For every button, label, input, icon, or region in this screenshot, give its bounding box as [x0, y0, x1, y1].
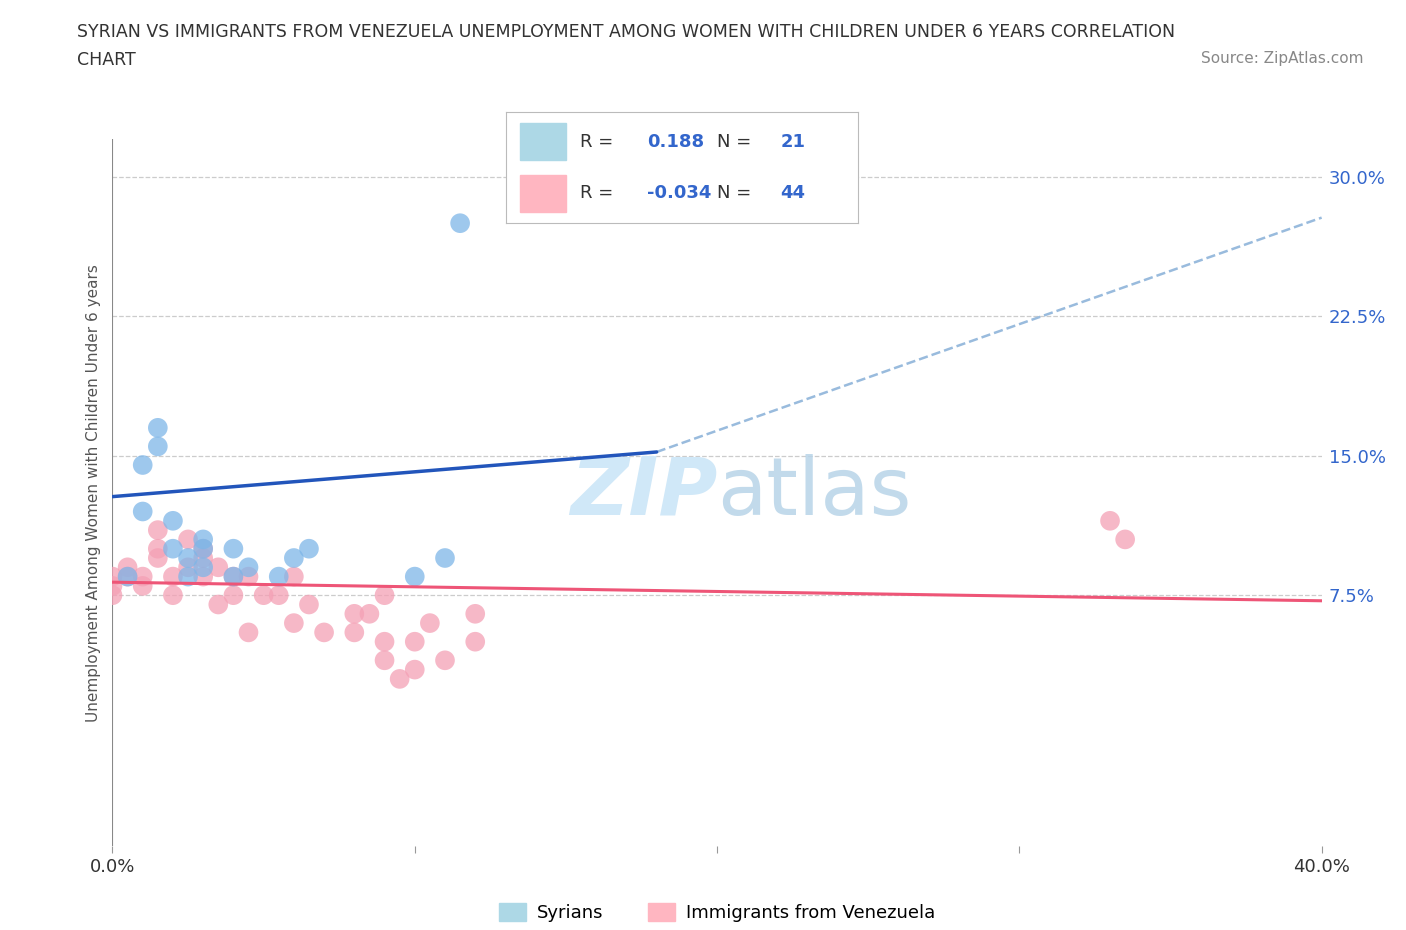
Point [433, 551, 456, 565]
Point [146, 541, 169, 556]
Point [374, 653, 396, 668]
Point [449, 216, 471, 231]
Point [283, 551, 305, 565]
Point [298, 541, 321, 556]
Point [343, 606, 366, 621]
Point [388, 671, 411, 686]
Point [343, 625, 366, 640]
Text: R =: R = [579, 133, 613, 151]
Legend: Syrians, Immigrants from Venezuela: Syrians, Immigrants from Venezuela [492, 896, 942, 929]
Text: N =: N = [717, 184, 751, 202]
Point [404, 569, 426, 584]
Point [253, 588, 276, 603]
Text: 44: 44 [780, 184, 806, 202]
Point [191, 560, 214, 575]
Point [222, 569, 245, 584]
Point [177, 569, 200, 584]
Point [374, 634, 396, 649]
Point [404, 634, 426, 649]
Point [238, 569, 260, 584]
Point [433, 653, 456, 668]
Point [1114, 532, 1136, 547]
Point [177, 532, 200, 547]
Point [101, 588, 124, 603]
Text: N =: N = [717, 133, 751, 151]
Y-axis label: Unemployment Among Women with Children Under 6 years: Unemployment Among Women with Children U… [86, 264, 101, 722]
Point [207, 597, 229, 612]
Text: 21: 21 [780, 133, 806, 151]
Point [267, 569, 290, 584]
Point [146, 420, 169, 435]
Text: Source: ZipAtlas.com: Source: ZipAtlas.com [1201, 51, 1364, 66]
Point [191, 532, 214, 547]
Point [162, 513, 184, 528]
Point [177, 551, 200, 565]
Point [101, 578, 124, 593]
Bar [520, 175, 565, 212]
Point [132, 569, 155, 584]
Point [374, 588, 396, 603]
Point [191, 569, 214, 584]
Point [207, 560, 229, 575]
Text: SYRIAN VS IMMIGRANTS FROM VENEZUELA UNEMPLOYMENT AMONG WOMEN WITH CHILDREN UNDER: SYRIAN VS IMMIGRANTS FROM VENEZUELA UNEM… [77, 23, 1175, 41]
Point [359, 606, 381, 621]
Text: -0.034: -0.034 [647, 184, 711, 202]
Point [238, 625, 260, 640]
Text: R =: R = [579, 184, 613, 202]
Text: atlas: atlas [717, 454, 911, 532]
Point [132, 504, 155, 519]
Text: CHART: CHART [77, 51, 136, 69]
Point [283, 616, 305, 631]
Point [191, 541, 214, 556]
Point [101, 569, 124, 584]
Point [162, 569, 184, 584]
Point [267, 588, 290, 603]
Point [298, 597, 321, 612]
Point [162, 588, 184, 603]
Bar [520, 123, 565, 160]
Point [314, 625, 336, 640]
Point [117, 569, 139, 584]
Point [146, 523, 169, 538]
Point [283, 569, 305, 584]
Point [162, 541, 184, 556]
Text: 0.188: 0.188 [647, 133, 704, 151]
Point [117, 560, 139, 575]
Point [464, 634, 486, 649]
Point [464, 606, 486, 621]
Point [404, 662, 426, 677]
Point [117, 569, 139, 584]
Text: ZIP: ZIP [569, 454, 717, 532]
Point [146, 551, 169, 565]
Point [146, 439, 169, 454]
Point [191, 551, 214, 565]
Point [222, 569, 245, 584]
Point [177, 560, 200, 575]
Point [1098, 513, 1121, 528]
Point [191, 541, 214, 556]
Point [222, 541, 245, 556]
Point [222, 588, 245, 603]
Point [419, 616, 441, 631]
Point [238, 560, 260, 575]
Point [132, 458, 155, 472]
Point [132, 578, 155, 593]
